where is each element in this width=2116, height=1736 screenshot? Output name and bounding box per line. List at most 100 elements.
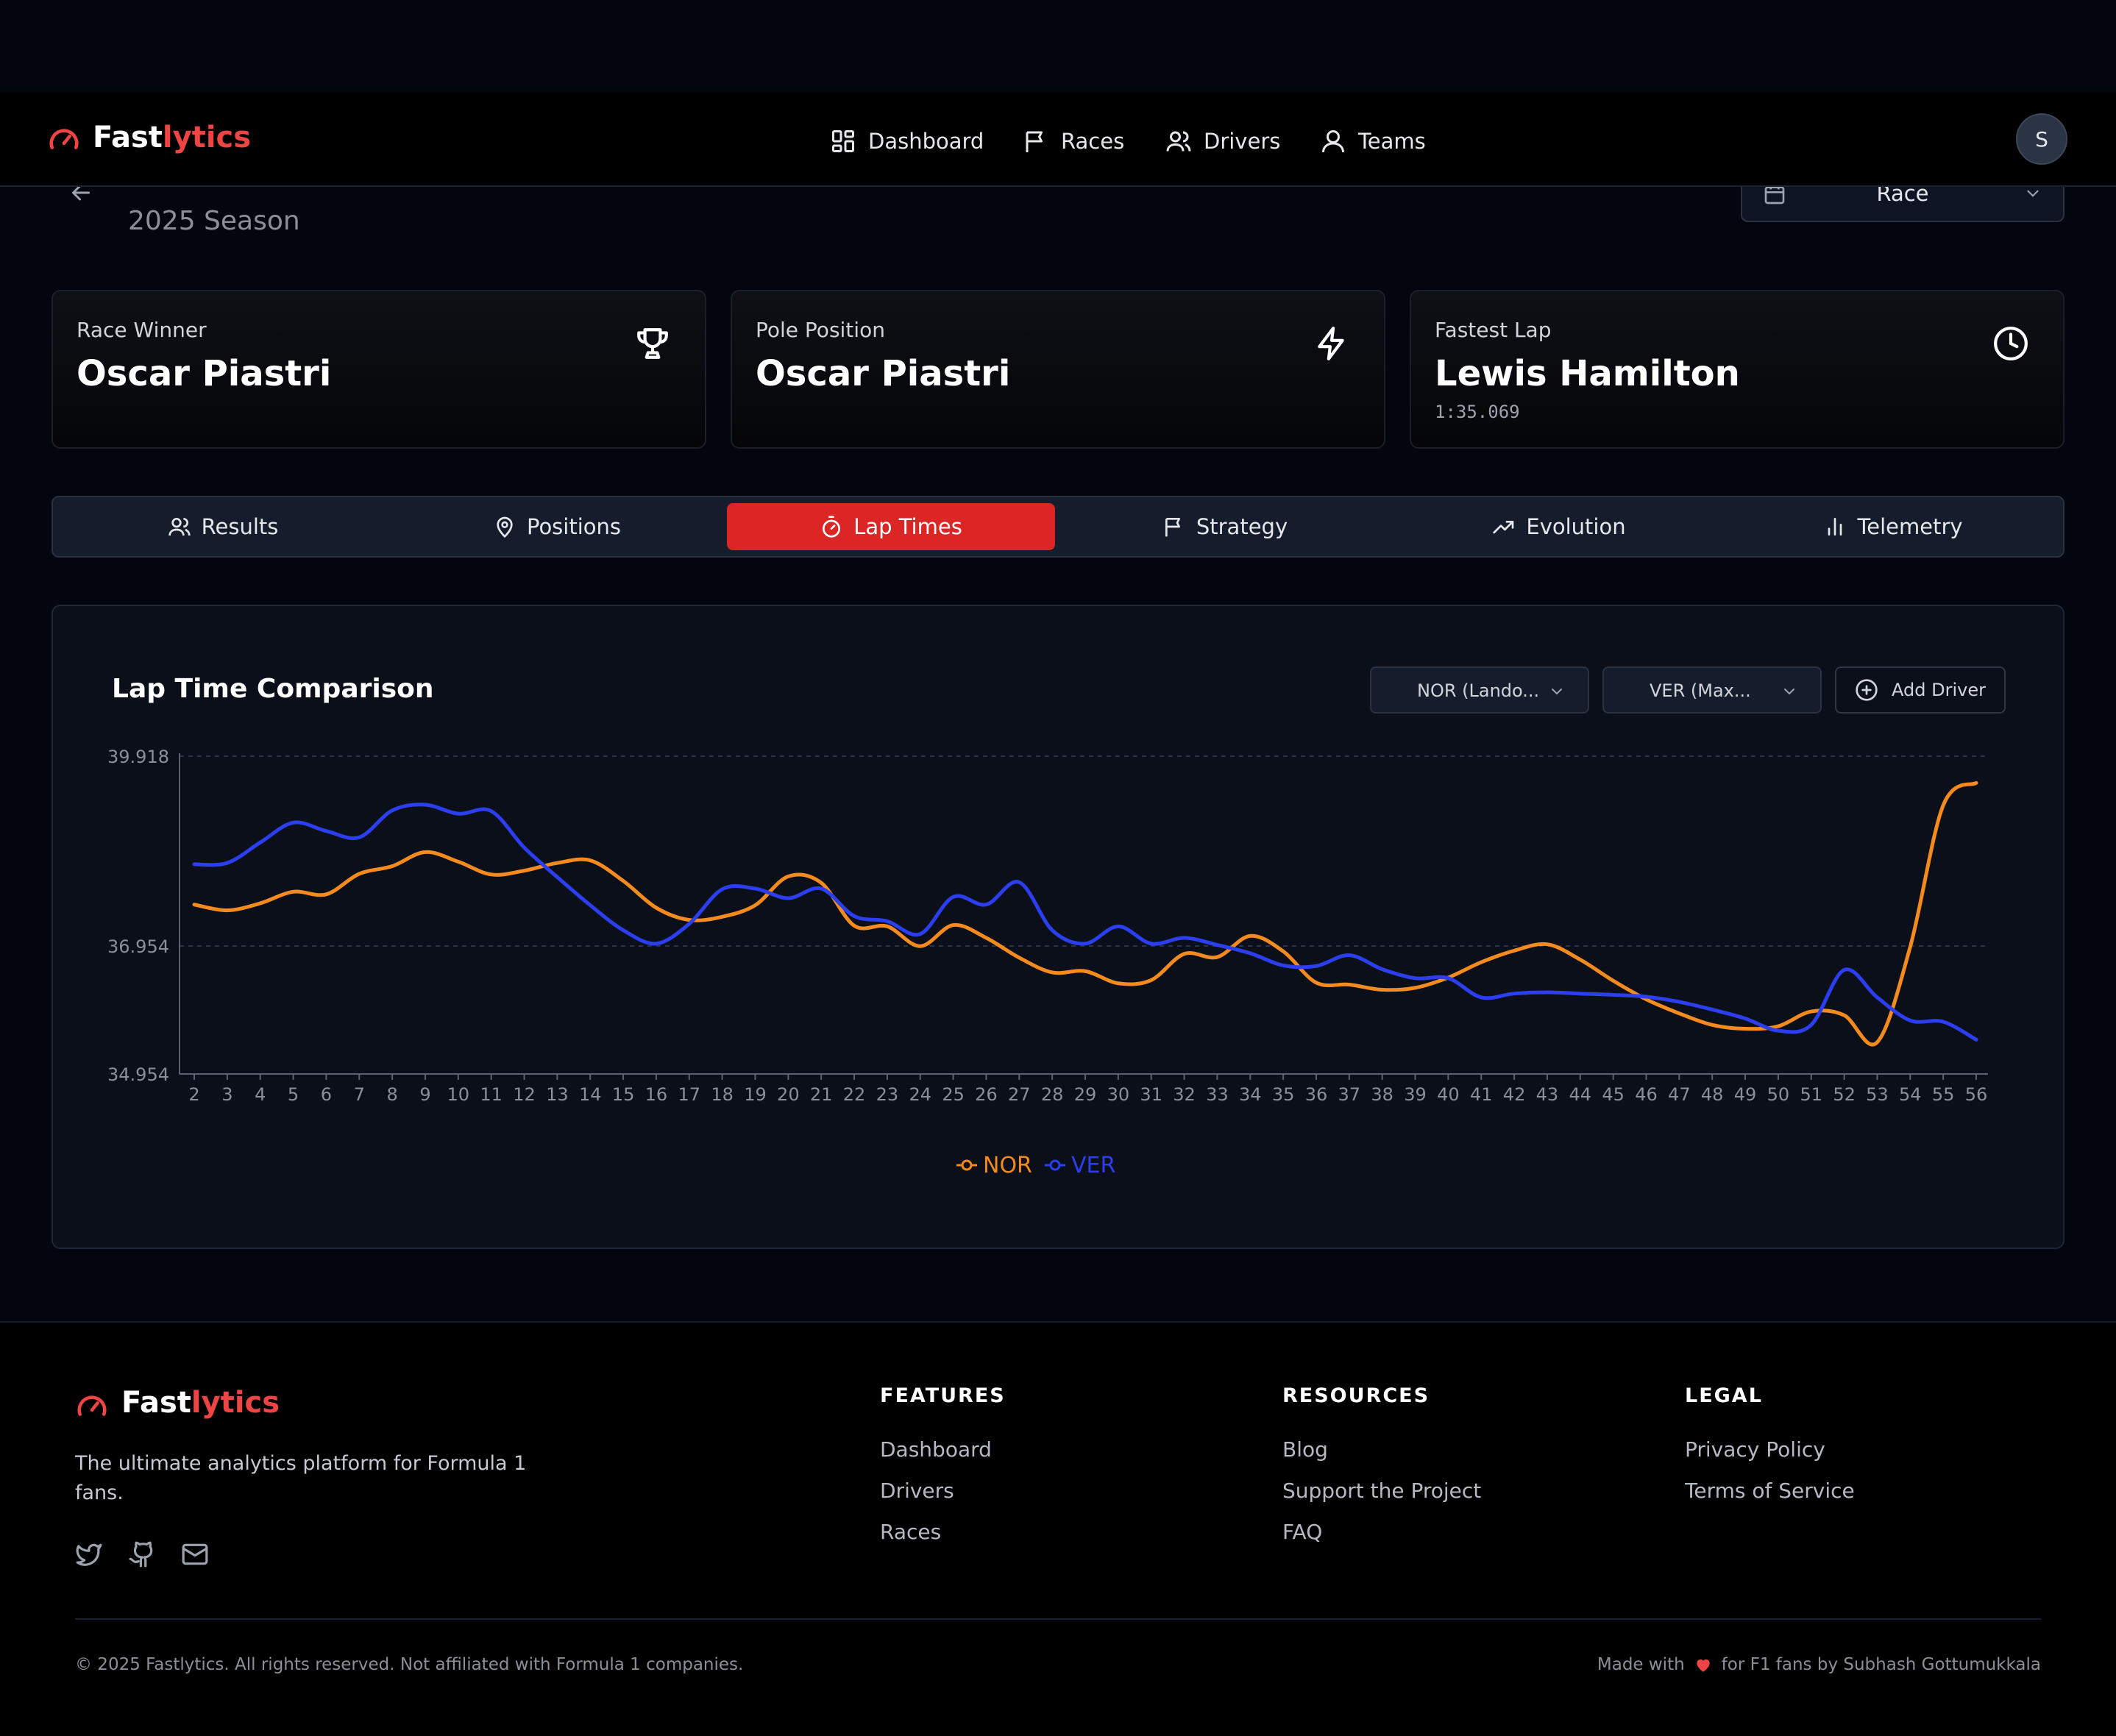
x-tick-label: 33 — [1206, 1084, 1229, 1105]
twitter-icon[interactable] — [75, 1540, 103, 1568]
bar-chart-icon — [1828, 518, 1842, 536]
x-tick-label: 38 — [1371, 1084, 1393, 1105]
calendar-icon — [1764, 185, 1785, 204]
user-avatar[interactable]: S — [2016, 113, 2067, 165]
footer-brand: Fastlytics — [121, 1386, 280, 1420]
driver-select-2[interactable]: VER (Max... — [1602, 666, 1822, 714]
footer-link-blog[interactable]: Blog — [1282, 1437, 1328, 1462]
x-tick-label: 34 — [1239, 1084, 1262, 1105]
fastest-lap-card: Fastest Lap Lewis Hamilton 1:35.069 — [1410, 290, 2064, 449]
footer-link-support[interactable]: Support the Project — [1282, 1479, 1482, 1503]
series-line-nor — [192, 780, 1978, 1047]
x-tick-label: 20 — [777, 1084, 800, 1105]
nav-teams[interactable]: Teams — [1320, 125, 1426, 157]
footer-link-faq[interactable]: FAQ — [1282, 1520, 1323, 1544]
x-tick-label: 14 — [579, 1084, 602, 1105]
tab-results[interactable]: Results — [59, 503, 387, 550]
user-icon — [1322, 130, 1344, 153]
users-icon — [1166, 131, 1191, 152]
x-tick-label: 7 — [354, 1084, 365, 1105]
plus-circle-icon — [1856, 679, 1878, 701]
x-tick-label: 21 — [810, 1084, 833, 1105]
footer-copyright: © 2025 Fastlytics. All rights reserved. … — [75, 1655, 744, 1674]
add-driver-button[interactable]: Add Driver — [1835, 666, 2006, 714]
x-tick-label: 30 — [1107, 1084, 1130, 1105]
zap-icon — [1318, 327, 1344, 360]
x-tick-label: 42 — [1503, 1084, 1526, 1105]
x-tick-label: 51 — [1800, 1084, 1822, 1105]
chevron-down-icon — [1784, 689, 1794, 695]
x-tick-label: 6 — [321, 1084, 332, 1105]
x-tick-label: 18 — [711, 1084, 734, 1105]
x-tick-label: 52 — [1833, 1084, 1856, 1105]
x-tick-label: 47 — [1668, 1084, 1691, 1105]
y-tick-label: 36.954 — [107, 936, 169, 957]
page-subtitle: 2025 Season — [128, 206, 300, 236]
nav-drivers[interactable]: Drivers — [1165, 125, 1280, 157]
tab-lap-times[interactable]: Lap Times — [727, 503, 1055, 550]
tab-positions[interactable]: Positions — [393, 503, 721, 550]
chevron-down-icon — [1552, 689, 1562, 695]
back-arrow-icon[interactable] — [68, 179, 94, 206]
x-tick-label: 32 — [1173, 1084, 1196, 1105]
x-tick-label: 55 — [1932, 1084, 1955, 1105]
trophy-icon — [637, 328, 668, 359]
x-tick-label: 24 — [909, 1084, 931, 1105]
footer-heading-resources: RESOURCES — [1282, 1384, 1430, 1407]
x-tick-label: 26 — [975, 1084, 998, 1105]
x-tick-label: 10 — [447, 1084, 470, 1105]
tab-evolution[interactable]: Evolution — [1395, 503, 1723, 550]
x-tick-label: 15 — [612, 1084, 635, 1105]
timer-icon — [823, 516, 841, 538]
x-tick-label: 2 — [188, 1084, 199, 1105]
x-tick-label: 22 — [843, 1084, 866, 1105]
x-tick-label: 35 — [1272, 1084, 1295, 1105]
nav-dashboard[interactable]: Dashboard — [830, 125, 984, 157]
x-tick-label: 19 — [744, 1084, 767, 1105]
trending-up-icon — [1493, 521, 1514, 534]
footer-link-races[interactable]: Races — [880, 1520, 942, 1544]
footer-heading-features: FEATURES — [880, 1384, 1006, 1407]
footer-description: The ultimate analytics platform for Form… — [75, 1452, 527, 1504]
tab-strategy[interactable]: Strategy — [1061, 503, 1389, 550]
chevron-down-icon — [2027, 190, 2039, 197]
nav-races[interactable]: Races — [1023, 125, 1124, 157]
x-tick-label: 17 — [678, 1084, 701, 1105]
speedometer-logo-icon — [77, 1395, 107, 1416]
analysis-tabs: Results Positions Lap Times Strategy Evo… — [52, 496, 2064, 558]
x-tick-label: 9 — [419, 1084, 430, 1105]
github-icon[interactable] — [128, 1540, 156, 1568]
x-tick-label: 46 — [1635, 1084, 1658, 1105]
footer-heading-legal: LEGAL — [1685, 1384, 1763, 1407]
x-tick-label: 8 — [386, 1084, 397, 1105]
x-tick-label: 16 — [645, 1084, 668, 1105]
speedometer-logo-icon[interactable] — [47, 124, 81, 157]
x-tick-label: 50 — [1767, 1084, 1790, 1105]
footer-link-privacy[interactable]: Privacy Policy — [1685, 1437, 1825, 1462]
footer-made-with: Made with for F1 fans by Subhash Gottumu… — [1597, 1655, 2041, 1674]
card-value: Lewis Hamilton — [1435, 353, 1740, 394]
brand-logo[interactable]: Fastlytics — [93, 121, 252, 154]
x-tick-label: 13 — [546, 1084, 569, 1105]
footer-link-terms[interactable]: Terms of Service — [1685, 1479, 1855, 1503]
x-tick-label: 5 — [288, 1084, 299, 1105]
footer-link-drivers[interactable]: Drivers — [880, 1479, 954, 1503]
footer-link-dashboard[interactable]: Dashboard — [880, 1437, 992, 1462]
navbar: Fastlytics Dashboard Races Drivers Teams… — [0, 93, 2116, 187]
series-line-ver — [192, 803, 1978, 1042]
flag-icon — [1026, 131, 1043, 152]
x-tick-label: 11 — [480, 1084, 503, 1105]
x-tick-label: 3 — [221, 1084, 232, 1105]
heart-icon — [1697, 1659, 1710, 1672]
x-tick-label: 25 — [942, 1084, 965, 1105]
x-tick-label: 31 — [1140, 1084, 1162, 1105]
card-label: Race Winner — [77, 318, 207, 342]
legend-marker-dot — [1049, 1159, 1061, 1171]
x-tick-label: 23 — [876, 1084, 899, 1105]
x-tick-label: 54 — [1899, 1084, 1922, 1105]
driver-select-1[interactable]: NOR (Lando... — [1370, 666, 1589, 714]
tab-telemetry[interactable]: Telemetry — [1729, 503, 2057, 550]
x-tick-label: 56 — [1965, 1084, 1988, 1105]
mail-icon[interactable] — [181, 1540, 209, 1568]
users-icon — [168, 518, 191, 536]
